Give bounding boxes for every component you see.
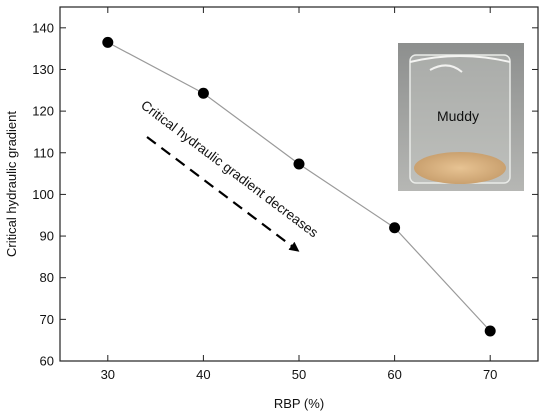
y-tick-label: 100: [32, 187, 54, 202]
inset-label-muddy: Muddy: [437, 108, 479, 124]
y-tick-label: 130: [32, 62, 54, 77]
data-point: [484, 325, 496, 337]
x-tick-label: 70: [483, 367, 497, 382]
x-tick-label: 60: [387, 367, 401, 382]
y-tick-label: 140: [32, 20, 54, 35]
series-critical-hydraulic-gradient: [102, 36, 496, 337]
y-axis-ticks: 60 70 80 90 100 110 120 130 140: [32, 20, 538, 369]
y-axis-label: Critical hydraulic gradient: [4, 111, 19, 257]
beaker-spout: [429, 64, 463, 73]
beaker-rim: [409, 55, 511, 63]
y-tick-label: 60: [40, 354, 54, 369]
y-tick-label: 120: [32, 104, 54, 119]
inset-photo: Muddy: [398, 43, 524, 191]
data-point: [293, 158, 305, 170]
trend-annotation: Critical hydraulic gradient decreases: [138, 97, 321, 240]
x-tick-label: 30: [101, 367, 115, 382]
x-axis-label: RBP (%): [274, 396, 324, 411]
y-tick-label: 110: [33, 145, 54, 160]
trend-arrow: [146, 136, 300, 252]
y-tick-label: 80: [40, 270, 54, 285]
data-point: [197, 87, 209, 99]
data-point: [389, 222, 401, 234]
sediment-layer: [414, 152, 506, 184]
data-point: [102, 36, 114, 48]
x-axis-ticks: 30 40 50 60 70: [101, 7, 497, 382]
x-tick-label: 50: [292, 367, 306, 382]
x-tick-label: 40: [196, 367, 210, 382]
y-tick-label: 90: [40, 229, 54, 244]
y-tick-label: 70: [40, 312, 54, 327]
